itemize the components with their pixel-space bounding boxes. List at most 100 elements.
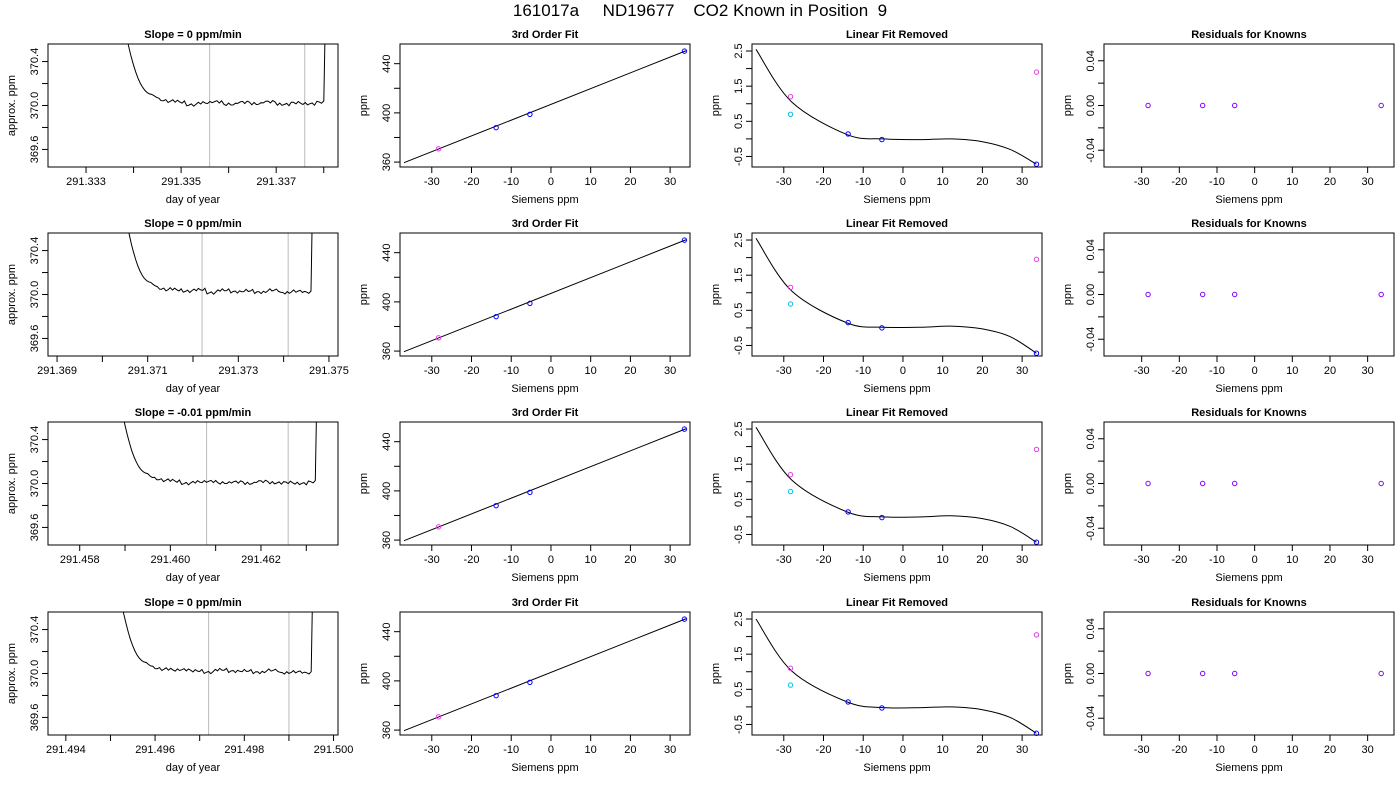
data-point: [787, 111, 794, 117]
y-tick-label: 1.5: [733, 79, 745, 94]
x-tick-label: -30: [424, 365, 440, 377]
y-tick-label: 2.5: [733, 232, 745, 247]
x-tick-label: -30: [1134, 744, 1150, 756]
x-tick-label: 0: [900, 176, 906, 188]
y-axis-label: ppm: [1062, 95, 1074, 116]
panel-2-1: Slope = 0 ppm/min 291.369 291.371 291.373 29…: [6, 218, 349, 395]
y-tick-label: 2.5: [733, 43, 745, 58]
x-tick-label: 30: [664, 554, 676, 566]
y-tick-label: -0.5: [733, 715, 745, 734]
y-tick-label: 360: [381, 153, 393, 171]
panel-title: 3rd Order Fit: [512, 407, 579, 419]
x-axis-label: Siemens ppm: [511, 572, 578, 584]
data-point: [493, 692, 499, 699]
x-tick-label: 20: [976, 554, 988, 566]
plot-area: [122, 612, 313, 735]
data-point: [845, 509, 851, 515]
x-tick-label: 0: [548, 744, 554, 756]
y-tick-label: 440: [381, 433, 393, 451]
plot-area: [755, 238, 1037, 354]
x-tick-label: 30: [1362, 744, 1374, 756]
x-tick-label: 10: [585, 744, 597, 756]
data-point: [1145, 670, 1151, 677]
y-tick-label: -0.5: [733, 336, 745, 355]
x-tick-label: 291.371: [128, 365, 168, 377]
x-tick-label: 30: [1362, 176, 1374, 188]
data-point: [1145, 291, 1151, 298]
x-tick-label: 30: [1362, 365, 1374, 377]
data-point: [493, 124, 499, 131]
y-tick-label: 0.00: [1085, 95, 1097, 116]
y-tick-label: 369.6: [29, 704, 41, 732]
data-point: [1199, 291, 1206, 298]
x-tick-label: -20: [816, 176, 832, 188]
x-tick-label: 0: [1252, 365, 1258, 377]
data-point: [1199, 480, 1206, 487]
y-tick-label: 360: [381, 342, 393, 360]
x-tick-label: 0: [548, 176, 554, 188]
data-point: [435, 335, 442, 341]
y-tick-label: 0.04: [1085, 428, 1097, 449]
x-tick-label: -30: [776, 554, 792, 566]
x-tick-label: 0: [1252, 744, 1258, 756]
panel-title: 3rd Order Fit: [512, 597, 579, 609]
data-point: [1033, 446, 1040, 453]
y-tick-label: -0.5: [733, 525, 745, 544]
x-tick-label: 291.333: [66, 176, 106, 188]
data-point: [787, 682, 794, 688]
plot-area: [755, 49, 1037, 165]
fit-line: [403, 618, 687, 732]
x-tick-label: 10: [1286, 554, 1298, 566]
cubic-fit-curve: [755, 49, 1037, 165]
x-tick-label: 0: [548, 554, 554, 566]
panel-title: 3rd Order Fit: [512, 218, 579, 230]
x-tick-label: 20: [1324, 744, 1336, 756]
plot-frame: [47, 43, 339, 168]
x-tick-label: -30: [1134, 365, 1150, 377]
x-tick-label: -20: [816, 744, 832, 756]
x-tick-label: -10: [1209, 554, 1225, 566]
x-tick-label: 10: [937, 744, 949, 756]
y-tick-label: 1.5: [733, 647, 745, 662]
data-point: [879, 705, 885, 711]
cubic-fit-curve: [755, 618, 1037, 734]
plot-frame: [47, 611, 339, 736]
plot-frame: [399, 421, 691, 546]
x-tick-label: 20: [976, 365, 988, 377]
x-axis-label: Siemens ppm: [1215, 572, 1282, 584]
panel-2-4: Residuals for Knowns -30 -20 -10 0 10 20 30 -0.0…: [1062, 218, 1395, 395]
y-tick-label: 0.5: [733, 682, 745, 697]
x-tick-label: 0: [1252, 554, 1258, 566]
panel-3-2: 3rd Order Fit -30 -20 -10 0 10 20 30 360 400 440 Si…: [358, 407, 691, 584]
data-point: [1199, 102, 1206, 109]
y-tick-label: 370.0: [29, 660, 41, 688]
x-tick-label: 291.373: [218, 365, 258, 377]
data-point: [1378, 102, 1384, 109]
plot-frame: [47, 232, 339, 357]
x-tick-label: -10: [855, 554, 871, 566]
data-point: [879, 325, 885, 331]
x-tick-label: 20: [624, 554, 636, 566]
x-tick-label: 10: [937, 554, 949, 566]
y-tick-label: 400: [381, 672, 393, 690]
data-point: [787, 472, 794, 478]
plot-area: [403, 618, 687, 732]
plot-frame: [47, 421, 339, 546]
x-axis-label: Siemens ppm: [511, 383, 578, 395]
data-point: [845, 131, 851, 137]
x-tick-label: -10: [503, 176, 519, 188]
y-tick-label: -0.5: [733, 147, 745, 166]
data-point: [787, 301, 794, 307]
y-tick-label: 370.0: [29, 470, 41, 498]
x-tick-label: 291.460: [150, 554, 190, 566]
panel-title: Linear Fit Removed: [846, 218, 948, 230]
data-point: [845, 319, 851, 326]
y-tick-label: 370.4: [29, 426, 41, 454]
x-tick-label: 20: [624, 176, 636, 188]
plot-frame: [399, 232, 691, 357]
y-tick-label: 440: [381, 55, 393, 73]
data-point: [681, 616, 688, 622]
x-tick-label: 20: [976, 176, 988, 188]
panel-title: Slope = 0 ppm/min: [144, 29, 242, 41]
